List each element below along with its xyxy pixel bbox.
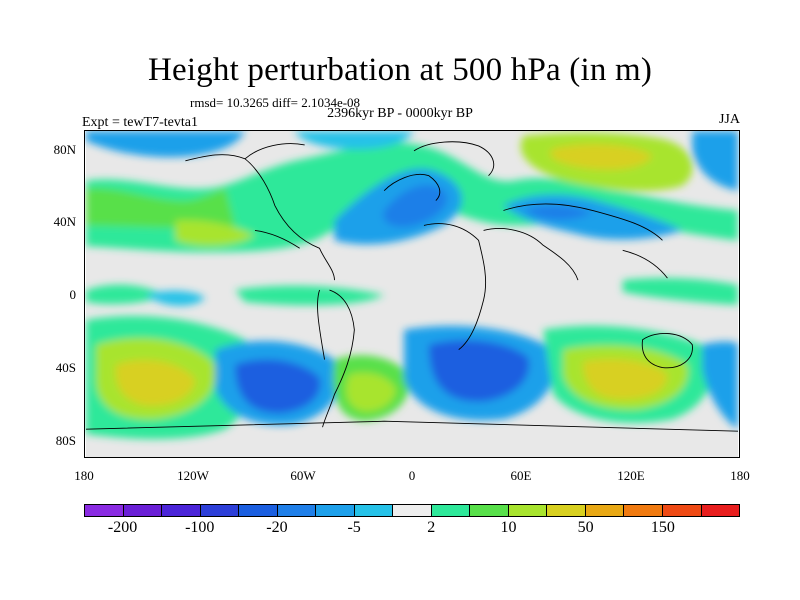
lon-label-60e: 60E xyxy=(510,468,532,483)
colorbar-swatch xyxy=(393,505,432,516)
colorbar-swatch xyxy=(354,505,394,516)
colorbar-swatch xyxy=(508,505,548,516)
colorbar xyxy=(84,504,740,517)
colorbar-label: -200 xyxy=(107,519,138,536)
lat-label-40n: 40N xyxy=(53,214,76,229)
season-label: JJA xyxy=(718,112,740,127)
contour-fill xyxy=(86,131,738,440)
colorbar-swatch xyxy=(162,505,201,516)
lat-label-0: 0 xyxy=(69,287,77,302)
period-label: 2396kyr BP - 0000kyr BP xyxy=(327,106,473,121)
colorbar-label: 150 xyxy=(650,519,675,536)
experiment-label: Expt = tewT7-tevta1 xyxy=(82,115,198,130)
coastlines xyxy=(85,141,739,432)
colorbar-swatch xyxy=(200,505,240,516)
colorbar-label: 50 xyxy=(577,519,594,536)
colorbar-swatch xyxy=(662,505,702,516)
colorbar-label: -5 xyxy=(347,519,361,536)
colorbar-swatch xyxy=(470,505,509,516)
colorbar-label: -20 xyxy=(266,519,288,536)
lat-label-80s: 80S xyxy=(55,433,76,448)
lon-label-60w: 60W xyxy=(290,468,316,483)
lon-label-180e: 180 xyxy=(730,468,750,483)
colorbar-swatch xyxy=(85,505,124,516)
colorbar-swatch xyxy=(316,505,355,516)
colorbar-label: 2 xyxy=(427,519,436,536)
colorbar-swatch xyxy=(701,505,740,516)
lon-label-120e: 120E xyxy=(617,468,645,483)
height-perturbation-map xyxy=(85,131,739,457)
colorbar-swatch xyxy=(277,505,317,516)
lat-label-80n: 80N xyxy=(53,142,76,157)
colorbar-swatch xyxy=(624,505,663,516)
colorbar-label: -100 xyxy=(185,519,215,536)
colorbar-swatch xyxy=(547,505,586,516)
colorbar-swatch xyxy=(585,505,625,516)
lon-label-180w: 180 xyxy=(74,468,94,483)
colorbar-swatch xyxy=(431,505,471,516)
colorbar-swatch xyxy=(123,505,163,516)
map-panel xyxy=(84,130,740,458)
lat-label-40s: 40S xyxy=(55,360,76,375)
lon-label-0: 0 xyxy=(408,468,416,483)
plot-title: Height perturbation at 500 hPa (in m) xyxy=(147,52,653,88)
colorbar-swatch xyxy=(239,505,278,516)
colorbar-label: 10 xyxy=(500,519,517,536)
lon-label-120w: 120W xyxy=(177,468,209,483)
rmsd-stats: rmsd= 10.3265 diff= 2.1034e-08 xyxy=(190,95,361,110)
